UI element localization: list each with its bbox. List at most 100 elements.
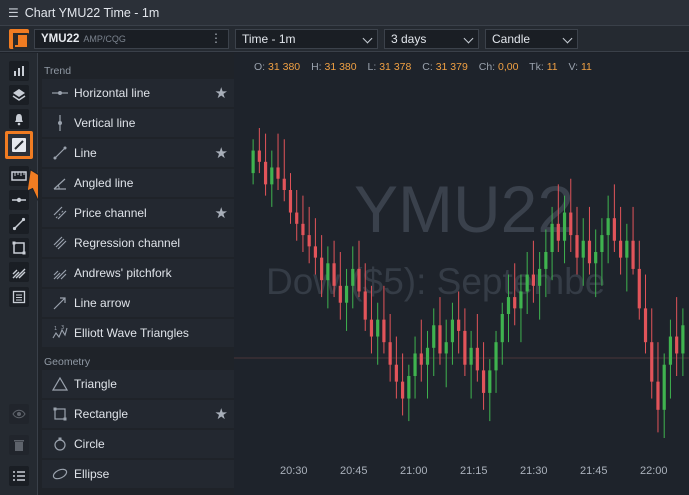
- candle: [500, 302, 504, 365]
- tool-vertical-line[interactable]: Vertical line: [42, 109, 234, 137]
- candle: [369, 285, 374, 354]
- candle: [656, 342, 660, 433]
- rectangle-tool-icon[interactable]: [9, 238, 29, 258]
- left-toolbar: [0, 53, 38, 495]
- high-label: H:: [311, 61, 322, 73]
- candle: [295, 190, 299, 241]
- range-select[interactable]: 3 days: [384, 29, 479, 49]
- watermark-symbol: YMU22: [354, 172, 575, 246]
- tool-line-arrow[interactable]: Line arrow: [42, 289, 234, 317]
- bell-icon[interactable]: [9, 109, 29, 129]
- trendline-tool-icon[interactable]: [9, 214, 29, 234]
- tool-label: Rectangle: [74, 407, 129, 421]
- tool-label: Vertical line: [74, 116, 136, 130]
- hamburger-icon[interactable]: ☰: [8, 5, 19, 20]
- close-label: C:: [422, 61, 433, 73]
- candle: [457, 291, 461, 354]
- pitchfork-tool-icon[interactable]: [9, 262, 29, 282]
- time-axis-label: 22:00: [640, 465, 668, 477]
- regression-channel-icon: [50, 236, 70, 250]
- tool-label: Elliott Wave Triangles: [74, 326, 189, 340]
- list-icon[interactable]: [9, 466, 29, 486]
- candle: [270, 150, 274, 207]
- object-list-icon[interactable]: [9, 287, 29, 307]
- price-channel-icon: [50, 206, 70, 220]
- candle: [320, 235, 324, 298]
- candle: [438, 297, 442, 365]
- candle: [562, 195, 567, 264]
- candle: [662, 353, 666, 438]
- svg-text:3: 3: [61, 325, 64, 331]
- candle: [407, 364, 411, 422]
- time-axis-label: 21:45: [580, 465, 608, 477]
- interval-select[interactable]: Time - 1m: [235, 29, 378, 49]
- candle: [668, 319, 673, 399]
- chart-area[interactable]: O: 31 380 H: 31 380 L: 31 378 C: 31 379 …: [234, 53, 689, 495]
- interval-value: Time - 1m: [242, 32, 296, 46]
- time-axis-label: 20:30: [280, 465, 308, 477]
- star-icon[interactable]: ★: [214, 145, 228, 162]
- candle: [538, 252, 542, 320]
- candle: [488, 359, 492, 422]
- tool-horizontal-line[interactable]: Horizontal line ★: [42, 79, 234, 107]
- tool-ellipse[interactable]: Ellipse: [42, 460, 234, 488]
- time-axis-label: 21:00: [400, 465, 428, 477]
- candle: [631, 206, 635, 275]
- ruler-icon[interactable]: [9, 166, 29, 186]
- tool-line[interactable]: Line ★: [42, 139, 234, 167]
- layers-icon[interactable]: [9, 85, 29, 105]
- tool-label: Andrews' pitchfork: [74, 266, 172, 280]
- candle: [263, 133, 268, 196]
- bar-chart-icon[interactable]: [9, 61, 29, 81]
- tool-triangle[interactable]: Triangle: [42, 370, 234, 398]
- symbol-field[interactable]: YMU22 AMP/CQG ⋮: [34, 29, 229, 49]
- candle: [425, 330, 430, 399]
- candle: [382, 285, 386, 354]
- chart-style-value: Candle: [492, 32, 531, 46]
- tool-price-channel[interactable]: Price channel ★: [42, 199, 234, 227]
- candle: [450, 302, 455, 365]
- tool-andrews-pitchfork[interactable]: Andrews' pitchfork: [42, 259, 234, 287]
- trash-icon[interactable]: [9, 435, 29, 455]
- candle: [282, 139, 286, 202]
- tool-label: Ellipse: [74, 467, 110, 481]
- close-value: 31 379: [435, 61, 468, 73]
- tool-regression-channel[interactable]: Regression channel: [42, 229, 234, 257]
- star-icon[interactable]: ★: [214, 406, 228, 423]
- eye-icon[interactable]: [9, 404, 29, 424]
- tool-circle[interactable]: Circle: [42, 430, 234, 458]
- candle: [525, 252, 529, 314]
- candle: [401, 353, 405, 416]
- candle: [587, 206, 592, 275]
- candle: [544, 229, 548, 298]
- drawing-tools-icon[interactable]: [5, 131, 33, 159]
- star-icon[interactable]: ★: [214, 205, 228, 222]
- tool-angled-line[interactable]: Angled line: [42, 169, 234, 197]
- horizontal-line-icon: [50, 88, 70, 98]
- more-vertical-icon[interactable]: ⋮: [210, 31, 222, 45]
- volume-value: 11: [580, 61, 592, 73]
- toggle-panel-icon[interactable]: [9, 29, 29, 49]
- time-axis-label: 20:45: [340, 465, 368, 477]
- candle: [581, 218, 585, 286]
- star-icon[interactable]: ★: [214, 85, 228, 102]
- horizontal-line-tool-icon[interactable]: [9, 190, 29, 210]
- line-icon: [50, 146, 70, 160]
- candle: [301, 195, 305, 252]
- candle: [494, 330, 498, 393]
- candle: [432, 308, 436, 376]
- symbol-name: YMU22: [41, 33, 80, 45]
- candle: [257, 128, 261, 174]
- candle: [394, 336, 398, 399]
- low-label: L:: [367, 61, 377, 73]
- tool-label: Regression channel: [74, 236, 181, 250]
- high-value: 31 380: [324, 61, 357, 73]
- volume-label: V:: [568, 61, 579, 73]
- tool-rectangle[interactable]: Rectangle ★: [42, 400, 234, 428]
- low-value: 31 378: [379, 61, 412, 73]
- candle: [388, 314, 392, 382]
- svg-text:1: 1: [54, 326, 57, 332]
- chart-style-select[interactable]: Candle: [485, 29, 578, 49]
- tool-label: Triangle: [74, 377, 117, 391]
